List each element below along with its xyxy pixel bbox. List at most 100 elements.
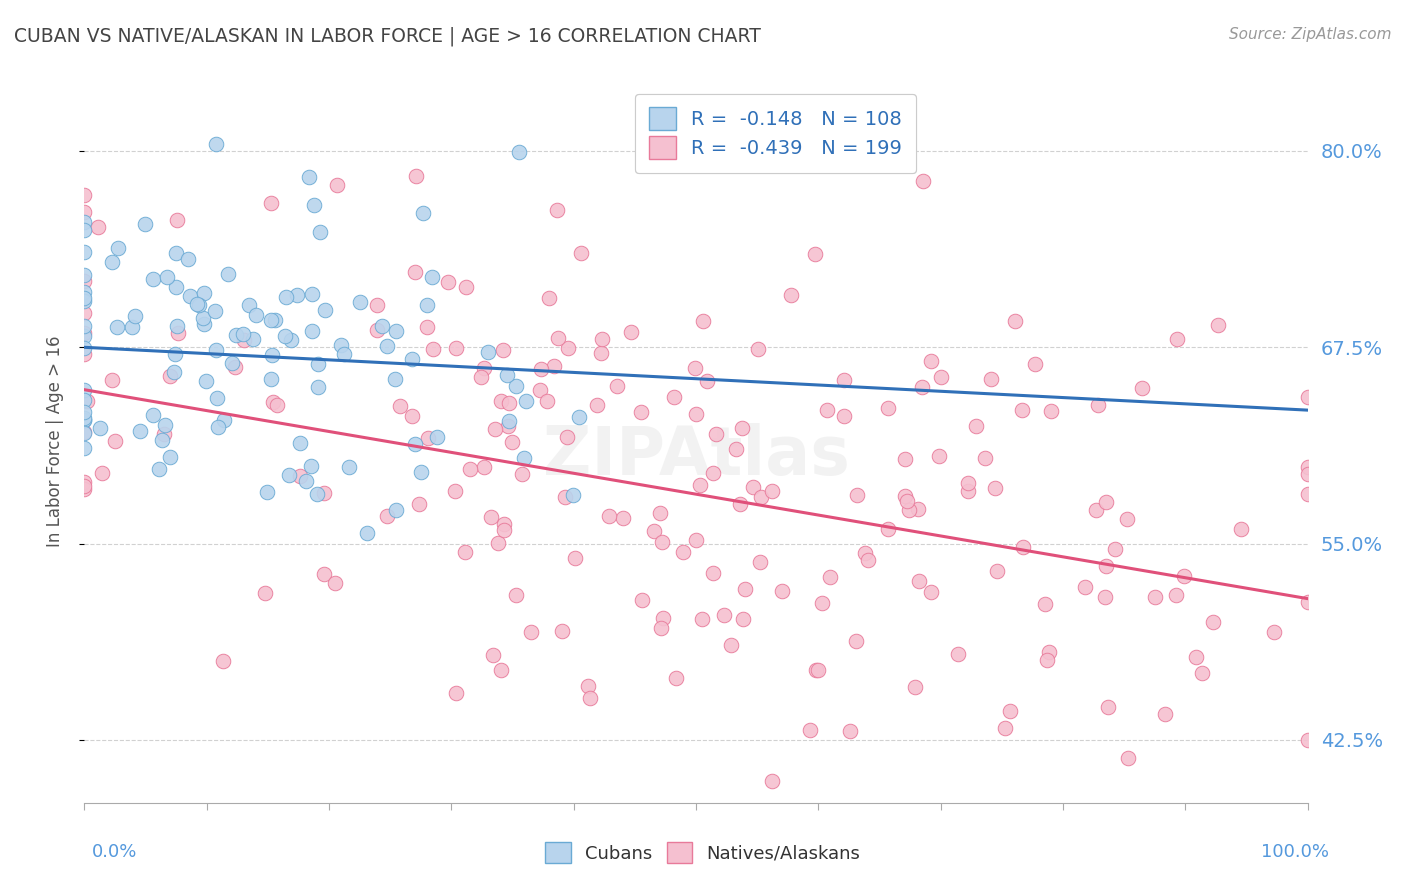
Point (804, 247, 827, 261)
Point (274, 290, 297, 304)
Point (259, 372, 281, 386)
Point (404, 265, 426, 279)
Point (76, 393, 98, 408)
Point (998, 704, 1021, 718)
Point (188, 298, 211, 312)
Point (204, 137, 226, 152)
Point (547, 331, 569, 345)
Point (482, 648, 505, 662)
Point (232, 326, 254, 341)
Point (1154, 706, 1177, 721)
Point (728, 497, 751, 511)
Point (920, 354, 942, 368)
Point (1166, 588, 1188, 602)
Point (443, 484, 465, 499)
Point (911, 380, 934, 394)
Point (1011, 540, 1033, 554)
Point (73, 479, 96, 493)
Point (307, 380, 329, 394)
Point (1202, 615, 1225, 630)
Point (530, 362, 553, 376)
Point (301, 324, 323, 338)
Point (301, 286, 323, 301)
Point (907, 502, 929, 516)
Point (142, 409, 165, 423)
Point (314, 566, 336, 581)
Text: Source: ZipAtlas.com: Source: ZipAtlas.com (1229, 27, 1392, 42)
Point (1036, 653, 1059, 667)
Point (73, 187, 96, 202)
Point (704, 427, 727, 442)
Point (454, 544, 477, 558)
Point (375, 508, 398, 523)
Point (576, 679, 599, 693)
Point (724, 442, 747, 456)
Point (166, 318, 188, 333)
Point (253, 586, 276, 600)
Point (304, 198, 326, 212)
Point (309, 226, 332, 240)
Point (416, 431, 439, 445)
Point (371, 319, 394, 334)
Point (747, 342, 769, 356)
Legend: R =  -0.148   N = 108, R =  -0.439   N = 199: R = -0.148 N = 108, R = -0.439 N = 199 (636, 94, 915, 172)
Point (564, 551, 586, 566)
Point (73, 341, 96, 355)
Point (807, 663, 830, 677)
Point (630, 592, 652, 607)
Point (73, 404, 96, 418)
Text: CUBAN VS NATIVE/ALASKAN IN LABOR FORCE | AGE > 16 CORRELATION CHART: CUBAN VS NATIVE/ALASKAN IN LABOR FORCE |… (14, 27, 761, 46)
Point (1074, 580, 1097, 594)
Point (713, 607, 735, 622)
Point (612, 511, 634, 525)
Point (245, 308, 267, 322)
Point (804, 663, 827, 677)
Point (263, 313, 285, 327)
Point (177, 252, 200, 267)
Point (256, 485, 278, 500)
Point (207, 420, 229, 434)
Point (87, 219, 110, 234)
Point (742, 480, 765, 494)
Point (948, 647, 970, 661)
Point (620, 325, 643, 339)
Point (314, 302, 336, 317)
Point (389, 399, 412, 413)
Point (1039, 403, 1062, 417)
Point (845, 633, 868, 648)
Point (965, 419, 987, 434)
Point (537, 291, 560, 305)
Point (470, 370, 492, 384)
Point (274, 329, 297, 343)
Point (672, 545, 695, 559)
Point (515, 394, 537, 409)
Point (221, 356, 243, 370)
Point (520, 624, 543, 639)
Point (957, 476, 980, 491)
Point (702, 566, 724, 580)
Point (877, 522, 900, 536)
Point (643, 524, 665, 539)
Point (266, 399, 288, 413)
Point (815, 403, 838, 417)
Point (810, 596, 832, 610)
Point (404, 437, 426, 451)
Point (238, 297, 260, 311)
Point (101, 255, 124, 269)
Point (731, 421, 754, 435)
Point (920, 585, 942, 599)
Point (73, 223, 96, 237)
Point (401, 409, 423, 423)
Point (1097, 700, 1119, 714)
Point (366, 322, 388, 336)
Point (780, 288, 803, 302)
Point (568, 410, 591, 425)
Point (690, 612, 713, 626)
Point (569, 245, 592, 260)
Point (591, 332, 613, 346)
Point (285, 288, 308, 302)
Point (405, 169, 427, 184)
Point (225, 328, 247, 343)
Point (928, 450, 950, 464)
Point (205, 391, 228, 405)
